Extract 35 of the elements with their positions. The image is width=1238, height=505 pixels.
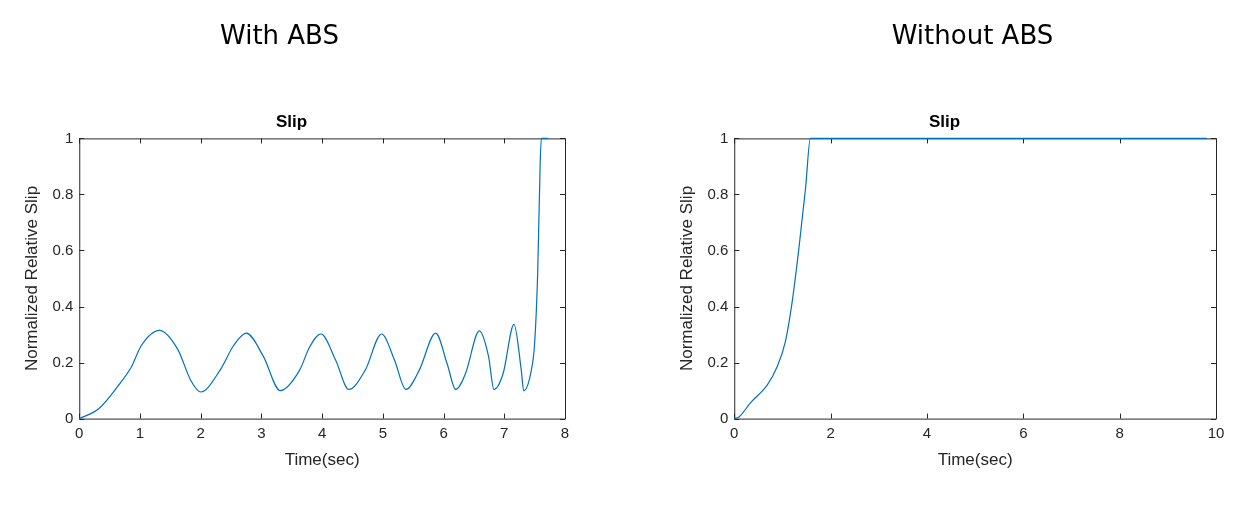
y-tick-label: 0 (64, 408, 74, 426)
y-tick-label: 0.4 (52, 296, 74, 314)
x-tick-label: 3 (257, 423, 266, 441)
x-axis-title: Time(sec) (284, 450, 360, 470)
x-tick-label: 8 (1115, 423, 1124, 441)
y-tick-label: 0.6 (52, 240, 74, 258)
x-tick-label: 1 (135, 423, 145, 441)
y-tick-label: 0.8 (52, 184, 74, 202)
x-tick-label: 4 (922, 423, 932, 441)
y-tick-label: 0.8 (707, 184, 729, 202)
y-tick-label: 0.2 (707, 352, 729, 370)
chart-title: With ABS (219, 20, 340, 50)
y-axis-title: Normalized Relative Slip (21, 185, 41, 372)
chart-subtitle: Slip (275, 111, 308, 131)
chart-title: Without ABS (890, 20, 1055, 50)
y-tick-label: 0.6 (707, 240, 729, 258)
x-tick-label: 6 (439, 423, 448, 441)
chart-subtitle: Slip (928, 111, 961, 131)
x-tick-label: 8 (560, 423, 570, 441)
x-tick-label: 2 (826, 423, 835, 441)
x-axis-title: Time(sec) (937, 450, 1013, 470)
y-axis-title: Normalized Relative Slip (676, 185, 696, 372)
x-tick-label: 5 (378, 423, 388, 441)
x-tick-label: 2 (196, 423, 205, 441)
line-series (78, 137, 549, 420)
y-tick-label: 1 (719, 128, 729, 146)
x-tick-label: 6 (1019, 423, 1028, 441)
x-tick-label: 4 (317, 423, 327, 441)
y-tick-label: 0.4 (707, 296, 729, 314)
y-tick-label: 0.2 (52, 352, 74, 370)
x-tick-label: 10 (1207, 423, 1225, 441)
y-tick-label: 0 (719, 408, 729, 426)
line-series (733, 137, 1208, 420)
y-tick-label: 1 (64, 128, 74, 146)
x-tick-label: 7 (500, 423, 509, 441)
